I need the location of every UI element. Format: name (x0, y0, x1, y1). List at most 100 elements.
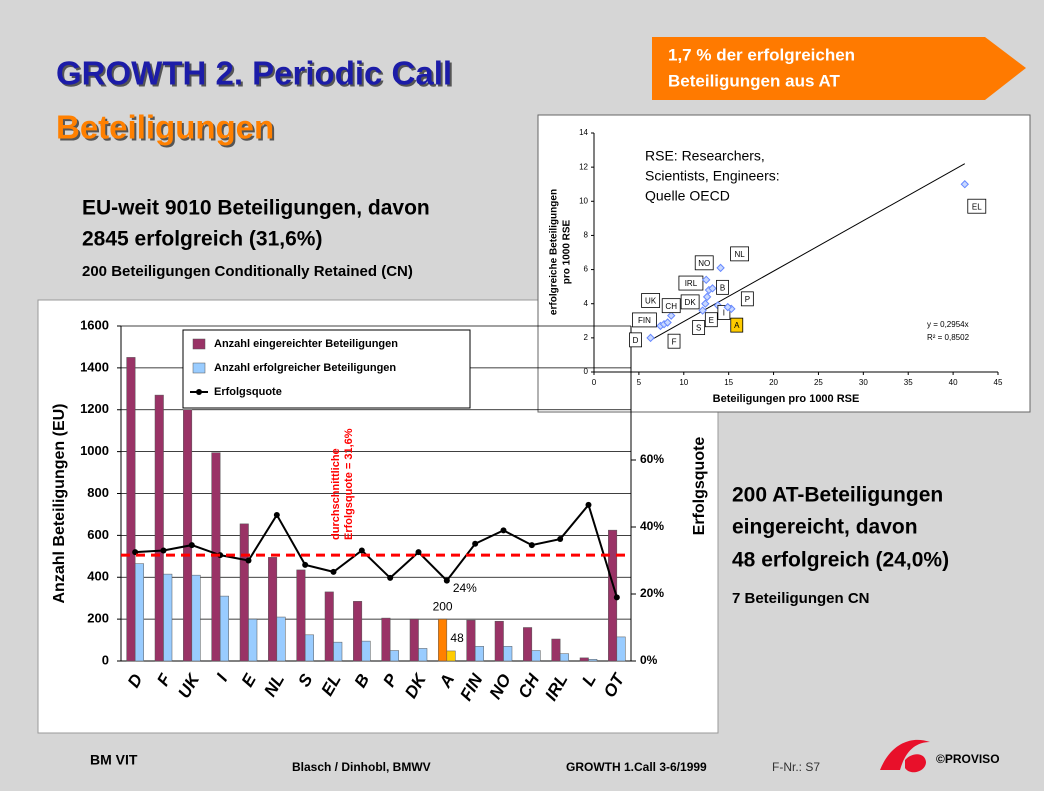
x-tick-label: 15 (724, 378, 733, 387)
bar (191, 574, 201, 662)
point-label: P (745, 295, 750, 304)
legend-label: Anzahl eingereichter Beteiligungen (214, 338, 398, 350)
scatter-chart: 0 5 10 15 20 25 30 35 40 45 0 2 4 6 8 10 12 14 Beteiligung… (549, 128, 1003, 405)
y-tick-label: 400 (87, 569, 109, 584)
point-label: NL (734, 250, 745, 259)
x-tick-label: 40 (949, 378, 958, 387)
bar (559, 653, 569, 662)
scatter-point (663, 318, 672, 327)
bar (438, 618, 448, 662)
line-marker (358, 547, 365, 554)
scatter-point (960, 180, 969, 189)
point-label-box (641, 293, 661, 308)
x-tick-label: 0 (592, 378, 597, 387)
scatter-point (723, 302, 732, 312)
at-text: 200 AT-Beteiligungen (732, 484, 943, 507)
line-marker (443, 577, 450, 584)
bar (134, 563, 144, 662)
scatter-point (698, 306, 707, 315)
point-label: A (734, 321, 740, 330)
y-tick-label: 12 (579, 162, 588, 171)
scatter-point (702, 275, 711, 285)
y-tick-label: 1400 (80, 359, 109, 374)
line-marker (160, 547, 167, 554)
bar (503, 646, 513, 662)
point-label: F (672, 337, 677, 346)
legend-marker (196, 389, 202, 395)
y-axis-label: erfolgreiche Beteiligungen (549, 189, 560, 315)
data-label: 24% (453, 581, 477, 595)
line-marker (330, 568, 337, 575)
y-axis-label: Anzahl Beteiligungen (EU) (51, 404, 68, 604)
footer-number: F-Nr.: S7 (772, 760, 820, 774)
annotation: Scientists, Engineers: (645, 168, 780, 184)
bar (163, 573, 173, 662)
point-label: CH (665, 302, 677, 311)
point-label: B (720, 283, 725, 292)
legend-swatch (192, 362, 206, 374)
line-marker (500, 527, 507, 534)
point-label-box (667, 333, 681, 349)
y-tick-label: 1200 (80, 401, 109, 416)
bar (296, 569, 306, 662)
line-marker (415, 549, 422, 556)
footer-copyright: ©PROVISO (936, 752, 1000, 766)
bar (361, 640, 371, 662)
bar (304, 634, 314, 662)
y-tick-label: 0 (584, 367, 589, 376)
point-label-box (678, 275, 704, 291)
scatter-point (667, 311, 676, 320)
trendline-equation: y = 0,2954x (927, 320, 969, 329)
line-marker (302, 561, 309, 568)
line-marker (472, 540, 479, 547)
line-marker (188, 542, 195, 549)
bar (126, 357, 136, 662)
legend-label: Erfolgsquote (214, 386, 282, 398)
bar (268, 557, 278, 662)
y-tick-label: 1600 (80, 317, 109, 332)
x-tick-label: 10 (679, 378, 688, 387)
title: GROWTH 2. Periodic Call (56, 55, 452, 92)
scatter-point (701, 299, 710, 308)
bar (579, 657, 589, 662)
bar (446, 650, 456, 662)
y2-tick-label: 0% (640, 653, 658, 667)
x-axis-label: Beteiligungen pro 1000 RSE (713, 393, 860, 405)
bar (219, 595, 229, 662)
bar (154, 394, 164, 662)
line-marker (557, 536, 564, 543)
bar (418, 648, 428, 662)
callout-text: Beteiligungen aus AT (668, 71, 841, 90)
legend-box (182, 329, 471, 409)
y-tick-label: 2 (584, 333, 589, 342)
reference-label: Erfolgsquote = 31,6% (343, 428, 355, 540)
y-tick-label: 8 (584, 231, 589, 240)
point-label: UK (645, 297, 657, 306)
bar-chart: 020040060080010001200140016000%20%40%60%… (51, 317, 708, 704)
bar (523, 627, 533, 662)
point-label: EL (972, 202, 982, 211)
bar (333, 641, 343, 662)
footer-left: BM VIT (90, 752, 138, 768)
y-axis-label: pro 1000 RSE (562, 219, 573, 284)
legend-label: Anzahl erfolgreicher Beteiligungen (214, 362, 396, 374)
at-text: 48 erfolgreich (24,0%) (732, 549, 949, 572)
point-label: FIN (638, 316, 651, 325)
point-label-box (680, 294, 700, 310)
y-tick-label: 1000 (80, 443, 109, 458)
point-label: DK (685, 298, 697, 307)
y-tick-label: 14 (579, 128, 588, 137)
bar (409, 618, 419, 662)
subtitle: Beteiligungen (56, 109, 274, 146)
callout-text: 1,7 % der erfolgreichen (668, 45, 855, 64)
scatter-point (646, 333, 655, 343)
point-label: S (696, 324, 701, 333)
x-tick-label: 45 (994, 378, 1003, 387)
point-label-box (632, 312, 657, 328)
y-tick-label: 10 (579, 196, 588, 205)
bar (474, 646, 484, 662)
point-label-box (704, 312, 718, 328)
point-label: NO (698, 259, 710, 268)
y2-tick-label: 20% (640, 586, 664, 600)
bar (494, 620, 504, 662)
